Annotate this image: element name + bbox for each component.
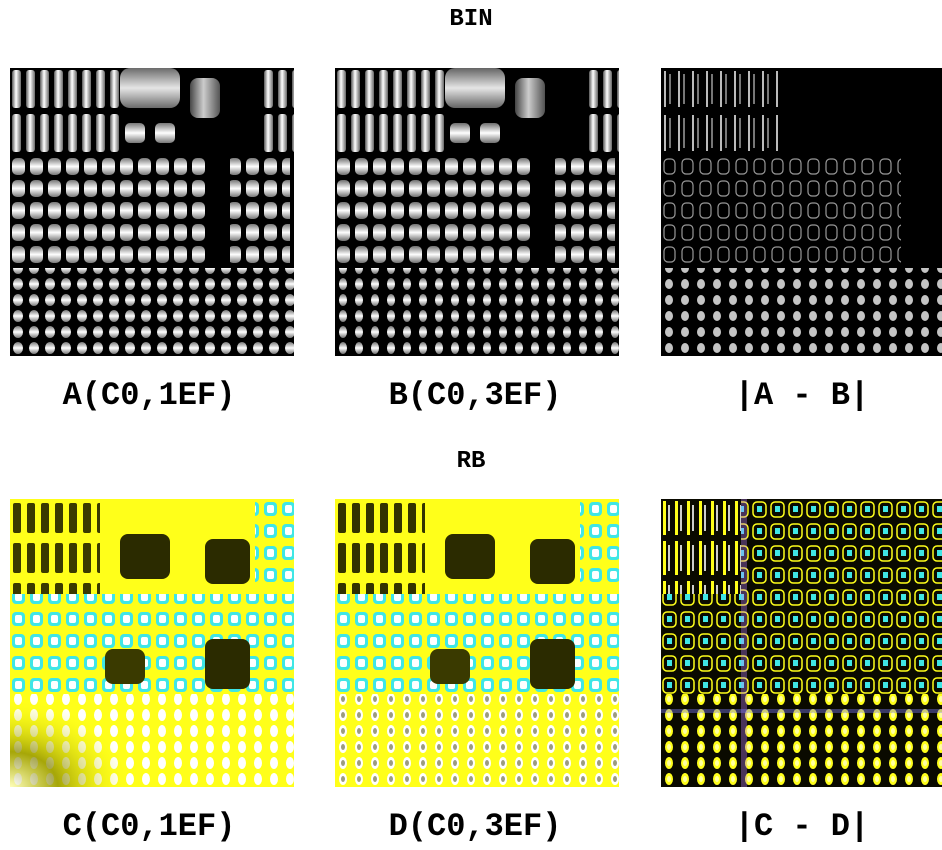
- image-panel-b: [335, 68, 619, 356]
- caption-c: C(C0,1EF): [62, 808, 236, 845]
- difference-image-cd: [661, 499, 942, 787]
- grid-pattern-image-b: [335, 68, 619, 356]
- image-panel-c: [10, 499, 294, 787]
- difference-image-ab: [661, 68, 942, 356]
- grid-pattern-image-c: [10, 499, 294, 787]
- caption-d: D(C0,3EF): [388, 808, 562, 845]
- caption-diff-cd: |C - D|: [734, 808, 870, 845]
- section-title-rb: RB: [456, 448, 486, 475]
- caption-b: B(C0,3EF): [388, 377, 562, 414]
- caption-diff-ab: |A - B|: [734, 377, 870, 414]
- caption-a: A(C0,1EF): [62, 377, 236, 414]
- image-panel-diff-cd: [661, 499, 942, 787]
- image-panel-diff-ab: [661, 68, 942, 356]
- image-panel-d: [335, 499, 619, 787]
- section-title-bin: BIN: [449, 6, 493, 33]
- grid-pattern-image-d: [335, 499, 619, 787]
- image-panel-a: [10, 68, 294, 356]
- grid-pattern-image-a: [10, 68, 294, 356]
